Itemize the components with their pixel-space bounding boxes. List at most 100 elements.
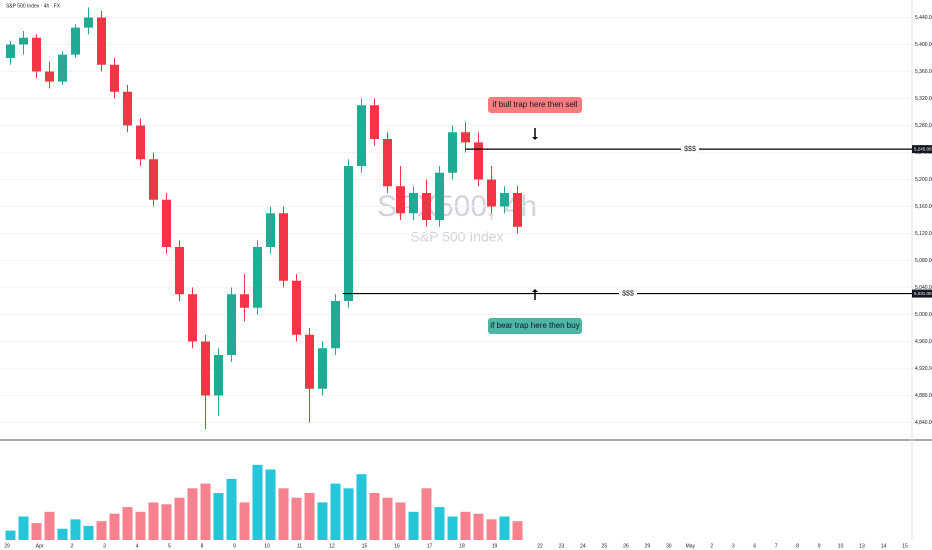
- candle-body: [71, 27, 80, 55]
- x-tick-label: 10: [838, 543, 844, 549]
- candle-body: [513, 193, 522, 227]
- candle-body: [292, 280, 301, 335]
- candle-body: [370, 105, 379, 139]
- volume-bar: [174, 497, 185, 540]
- y-tick-label: 5,200.00: [915, 177, 932, 183]
- candle-body: [58, 54, 67, 82]
- level-price-tag: [912, 289, 932, 298]
- candle-body: [435, 172, 444, 220]
- candle-body: [227, 294, 236, 355]
- candle-body: [162, 199, 171, 247]
- volume-bar: [434, 507, 445, 540]
- x-tick-label: 12: [329, 543, 335, 549]
- x-tick-label: 22: [537, 543, 543, 549]
- x-tick-label: 25: [602, 543, 608, 549]
- x-tick-label: 9: [233, 543, 236, 549]
- y-tick-label: 4,840.00: [915, 420, 932, 426]
- candle-body: [32, 37, 41, 72]
- x-tick-label: 3: [103, 543, 106, 549]
- x-tick-label: 24: [580, 543, 586, 549]
- x-tick-label: 9: [818, 543, 821, 549]
- level-price-label: 5,245.00: [914, 146, 932, 151]
- candle-body: [123, 91, 132, 126]
- x-tick-label: 30: [666, 543, 672, 549]
- volume-bar: [122, 507, 133, 540]
- candle-body: [214, 355, 223, 396]
- x-tick-label: 10: [264, 543, 270, 549]
- x-tick-label: 17: [427, 543, 433, 549]
- volume-bar: [226, 478, 237, 540]
- volume-bar: [252, 464, 263, 540]
- annotation-box: [488, 318, 582, 334]
- annotation-text: if bull trap here then sell: [493, 100, 578, 109]
- candle-body: [331, 301, 340, 349]
- candle-body: [110, 64, 119, 92]
- annotation-text: if bear trap here then buy: [490, 321, 579, 330]
- candle-body: [383, 139, 392, 187]
- y-tick-label: 5,440.00: [915, 15, 932, 21]
- x-tick-label: 7: [775, 543, 778, 549]
- x-tick-label: 15: [362, 543, 368, 549]
- candle-body: [422, 193, 431, 220]
- candle-body: [84, 17, 93, 28]
- volume-bar: [304, 493, 315, 540]
- candle-body: [461, 132, 470, 143]
- volume-bar: [499, 516, 510, 540]
- candle-body: [318, 348, 327, 389]
- volume-bar: [512, 521, 523, 540]
- x-tick-label: 2: [710, 543, 713, 549]
- x-tick-label: 16: [394, 543, 400, 549]
- candle-body: [149, 159, 158, 200]
- x-tick-label: 4: [136, 543, 139, 549]
- volume-bar: [148, 502, 159, 540]
- volume-bar: [109, 513, 120, 540]
- volume-bar: [460, 511, 471, 540]
- x-tick-label: 14: [881, 543, 887, 549]
- x-tick-label: 15: [902, 543, 908, 549]
- x-tick-label: May: [686, 543, 696, 549]
- candle-body: [97, 17, 106, 65]
- candle-body: [396, 186, 405, 214]
- volume-bar: [31, 523, 42, 540]
- volume-bar: [395, 502, 406, 540]
- volume-bar: [70, 519, 81, 540]
- y-tick-label: 4,960.00: [915, 339, 932, 345]
- candle-body: [19, 37, 28, 45]
- volume-bar: [239, 502, 250, 540]
- y-tick-label: 5,000.00: [915, 312, 932, 318]
- candle-body: [474, 142, 483, 180]
- volume-bar: [83, 525, 94, 540]
- y-tick-label: 5,280.00: [915, 123, 932, 129]
- volume-bar: [356, 474, 367, 540]
- x-tick-label: 19: [492, 543, 498, 549]
- volume-bar: [447, 516, 458, 540]
- candle-body: [240, 294, 249, 308]
- volume-bar: [187, 488, 198, 540]
- volume-bar: [486, 519, 497, 540]
- x-tick-label: 5: [168, 543, 171, 549]
- level-price-label: 5,031.00: [914, 291, 932, 296]
- y-tick-label: 5,120.00: [915, 231, 932, 237]
- level-label-bg: [681, 145, 699, 154]
- volume-bar: [18, 516, 29, 540]
- volume-bar: [421, 488, 432, 540]
- candle-body: [253, 247, 262, 308]
- x-tick-label: 8: [201, 543, 204, 549]
- x-tick-label: 13: [859, 543, 865, 549]
- candle-body: [266, 213, 275, 247]
- candle-body: [487, 179, 496, 207]
- level-price-tag: [912, 145, 932, 154]
- candle-body: [188, 294, 197, 342]
- y-tick-label: 5,040.00: [915, 285, 932, 291]
- x-tick-label: 29: [645, 543, 651, 549]
- y-tick-label: 5,400.00: [915, 42, 932, 48]
- watermark-subtitle: S&P 500 Index: [410, 229, 503, 245]
- level-label: $$$: [622, 290, 634, 297]
- candle-body: [409, 193, 418, 214]
- level-label: $$$: [684, 146, 696, 153]
- volume-bar: [161, 504, 172, 540]
- candle-body: [344, 166, 353, 301]
- volume-bar: [265, 469, 276, 540]
- volume-bar: [278, 488, 289, 540]
